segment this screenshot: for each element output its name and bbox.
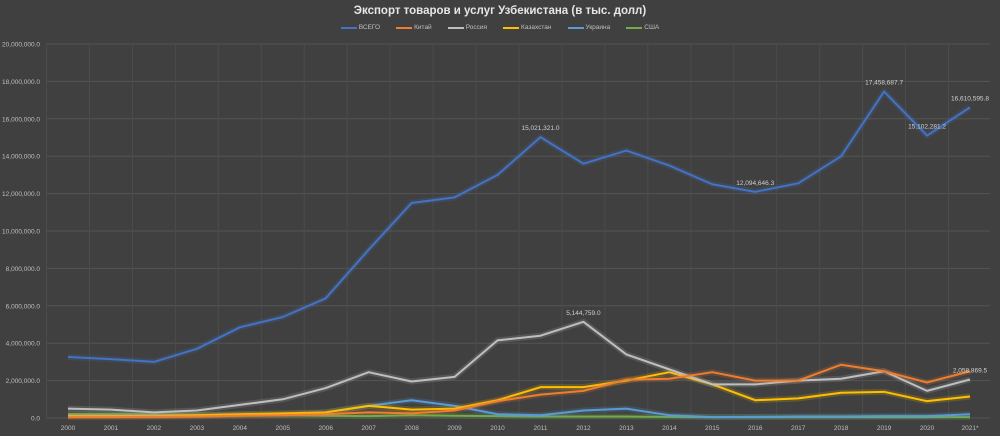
- x-tick-label: 2010: [490, 425, 505, 432]
- legend-item: ВСЕГО: [340, 24, 381, 31]
- x-tick-label: 2007: [361, 425, 376, 432]
- x-tick-label: 2016: [748, 425, 763, 432]
- legend-item: Россия: [447, 24, 488, 31]
- x-tick-label: 2009: [447, 425, 462, 432]
- legend-label: Китай: [414, 24, 432, 31]
- legend-swatch: [447, 26, 464, 29]
- x-tick-label: 2013: [619, 425, 634, 432]
- y-tick-label: 4,000,000.0: [6, 341, 41, 348]
- y-tick-label: 10,000,000.0: [2, 229, 40, 236]
- legend-swatch: [340, 26, 357, 29]
- legend-label: ВСЕГО: [358, 24, 381, 31]
- x-tick-label: 2005: [276, 425, 291, 432]
- legend-label: Украина: [585, 24, 611, 31]
- series-line-ВСЕГО: [67, 90, 971, 363]
- y-tick-label: 12,000,000.0: [2, 191, 40, 198]
- data-label: 15,102,281.2: [908, 124, 946, 131]
- legend-swatch: [396, 26, 413, 29]
- y-tick-label: 18,000,000.0: [2, 79, 40, 86]
- x-tick-label: 2019: [877, 425, 892, 432]
- y-tick-label: 2,000,000.0: [6, 378, 41, 385]
- legend-swatch: [567, 26, 584, 29]
- x-tick-label: 2018: [834, 425, 849, 432]
- x-tick-label: 2006: [318, 425, 333, 432]
- x-tick-label: 2002: [147, 425, 162, 432]
- x-tick-label: 2014: [662, 425, 677, 432]
- x-tick-label: 2004: [233, 425, 248, 432]
- series-line-Россия: [67, 320, 971, 414]
- legend-item: Казахстан: [503, 24, 552, 31]
- data-label: 2,058,869.5: [953, 367, 988, 374]
- series-line-Казахстан: [68, 371, 971, 418]
- data-label: 16,610,595.8: [951, 95, 989, 102]
- y-tick-label: 0.0: [31, 416, 40, 423]
- legend-swatch: [503, 26, 520, 29]
- legend-item: США: [626, 24, 659, 31]
- x-tick-label: 2021*: [962, 425, 979, 432]
- data-label: 15,021,321.0: [521, 125, 559, 132]
- x-tick-label: 2020: [920, 425, 935, 432]
- x-tick-label: 2017: [791, 425, 806, 432]
- chart-legend: ВСЕГО Китай Россия Казахстан Украина США: [0, 24, 1000, 31]
- legend-swatch: [626, 26, 643, 29]
- legend-label: Россия: [465, 24, 488, 31]
- x-tick-label: 2011: [533, 425, 547, 432]
- y-tick-label: 6,000,000.0: [6, 303, 41, 310]
- data-label: 12,094,646.3: [736, 180, 774, 187]
- y-tick-label: 16,000,000.0: [2, 116, 40, 123]
- data-label: 5,144,759.0: [566, 310, 601, 317]
- x-tick-label: 2015: [705, 425, 720, 432]
- legend-item: Украина: [567, 24, 611, 31]
- x-tick-label: 2000: [61, 425, 76, 432]
- x-tick-label: 2001: [104, 425, 119, 432]
- data-label: 17,458,687.7: [865, 80, 903, 87]
- y-tick-label: 8,000,000.0: [6, 266, 41, 273]
- y-tick-label: 20,000,000.0: [2, 42, 40, 49]
- legend-label: США: [644, 24, 660, 31]
- x-tick-label: 2008: [404, 425, 419, 432]
- x-tick-label: 2003: [190, 425, 205, 432]
- chart-title: Экспорт товаров и услуг Узбекистана (в т…: [353, 5, 647, 17]
- y-tick-label: 14,000,000.0: [2, 154, 40, 161]
- legend-label: Казахстан: [521, 24, 552, 31]
- series-line-Китай: [68, 363, 971, 419]
- x-tick-label: 2012: [576, 425, 591, 432]
- legend-item: Китай: [396, 24, 432, 31]
